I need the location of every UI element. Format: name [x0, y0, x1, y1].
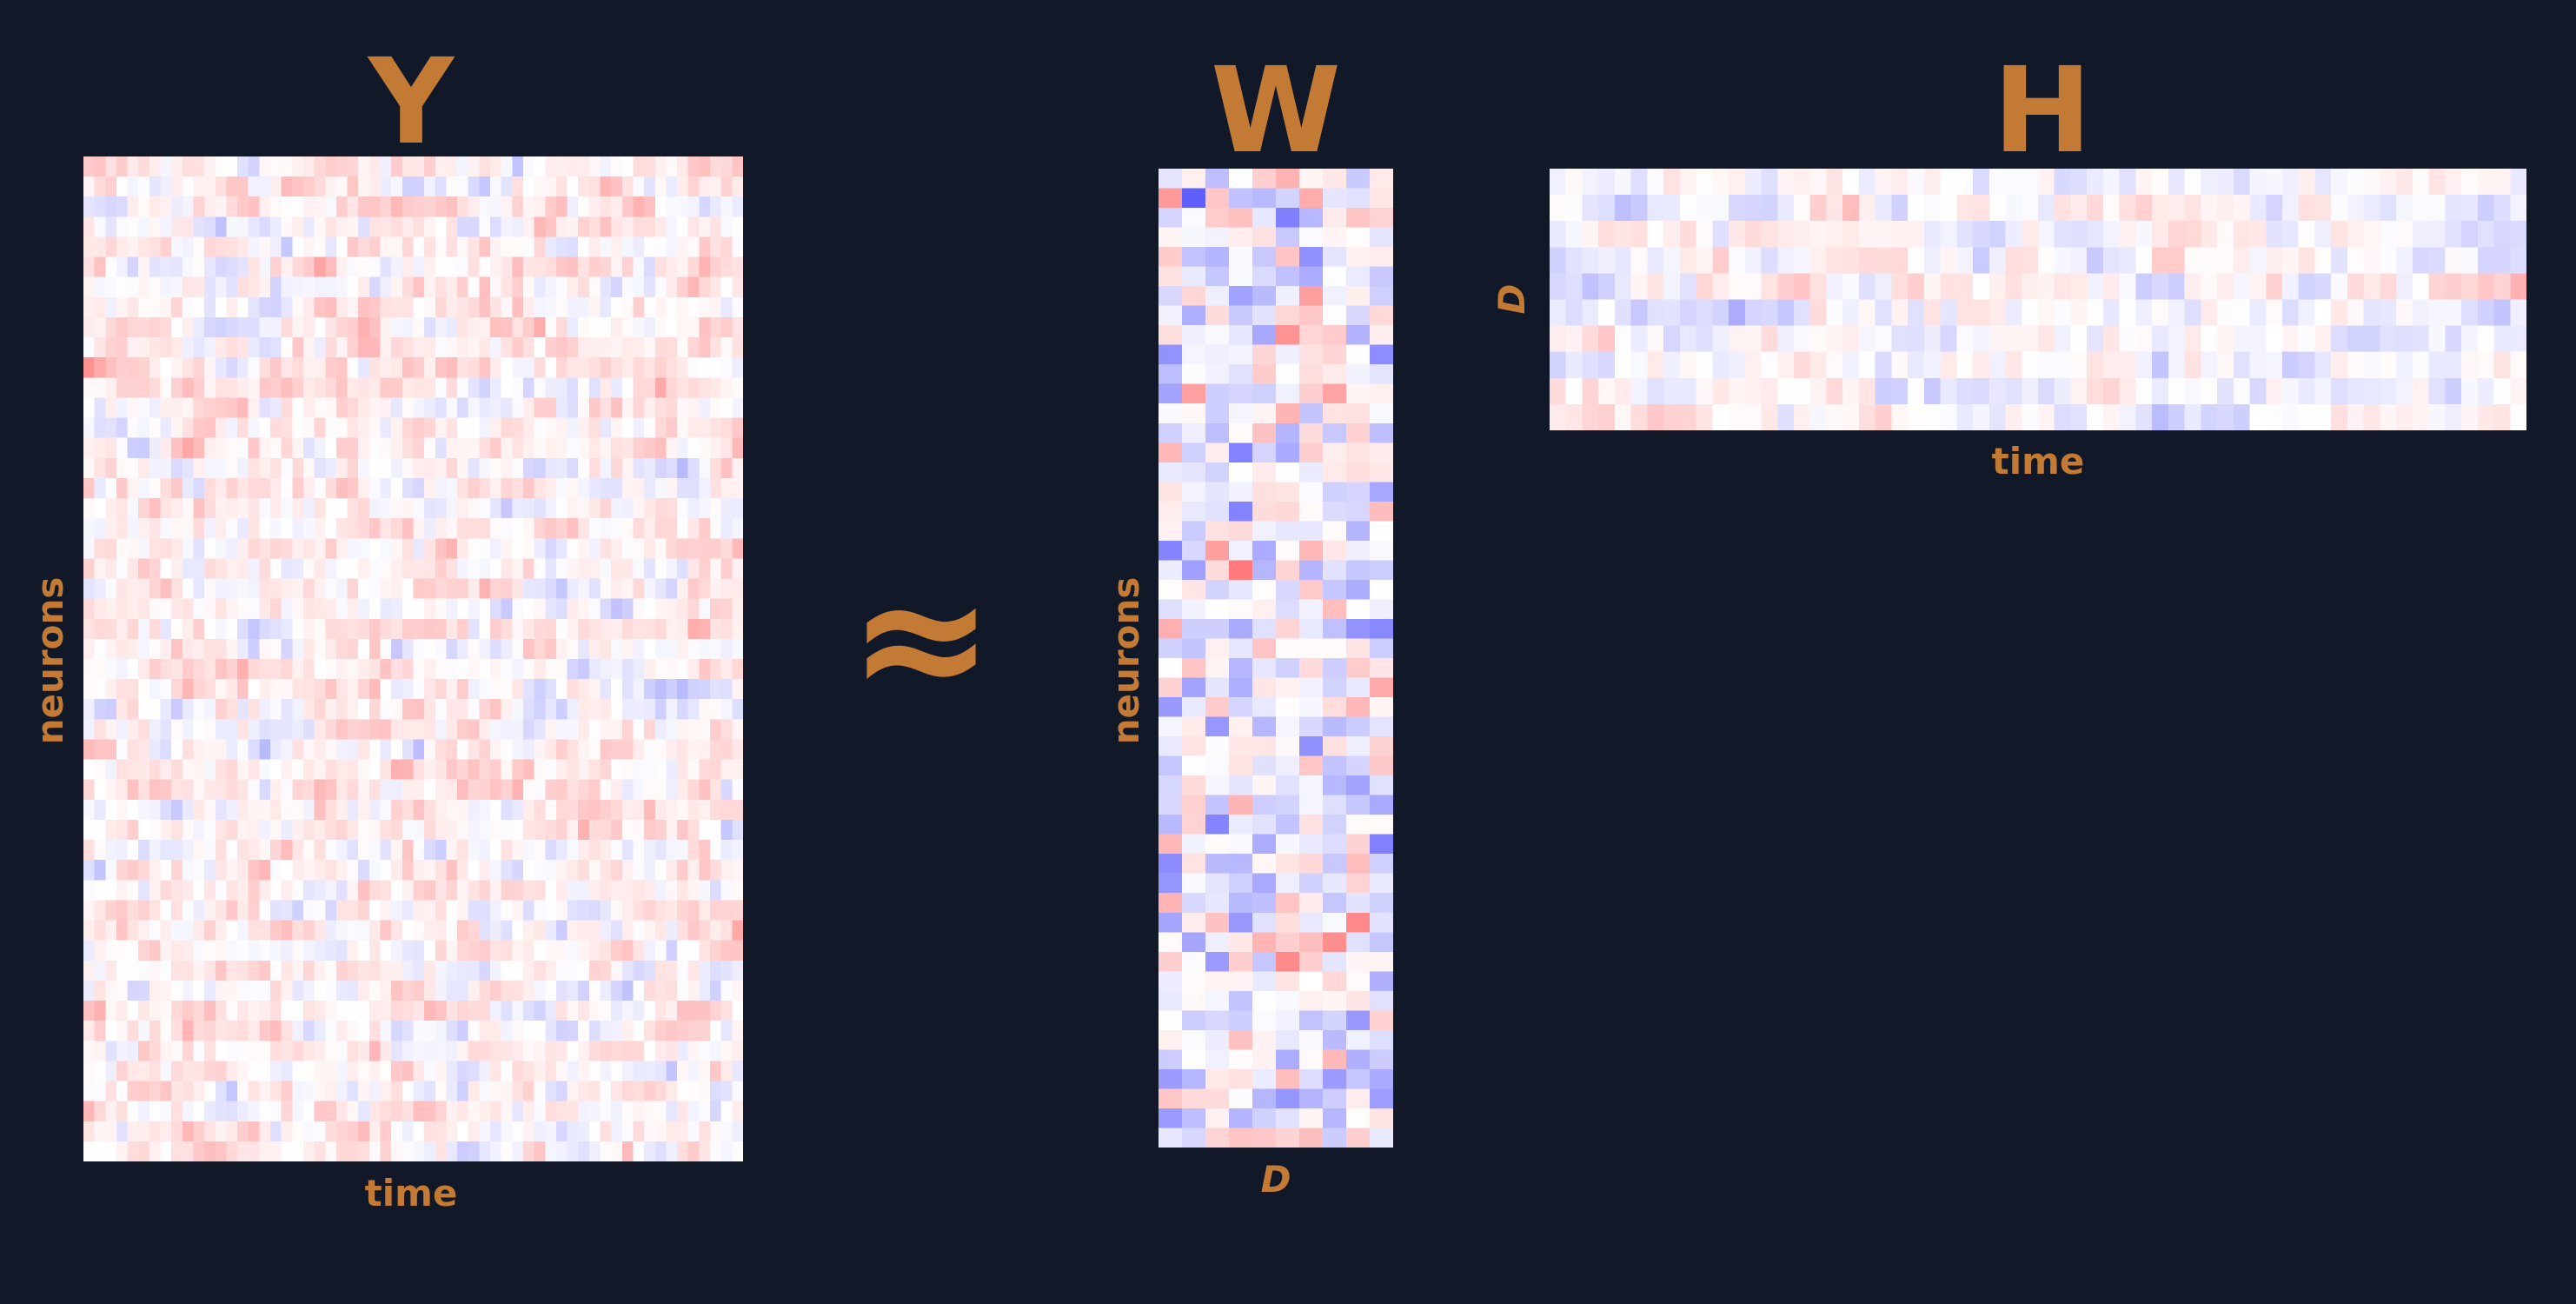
matrix-y-heatmap	[83, 156, 743, 1161]
approx-symbol: ≈	[848, 537, 994, 740]
matrix-y-title: Y	[368, 34, 455, 171]
matrix-w-title: W	[1210, 43, 1342, 180]
matrix-w-xlabel: D	[1260, 1158, 1291, 1201]
matrix-w-ylabel: neurons	[1105, 576, 1147, 745]
matrix-y-xlabel: time	[364, 1172, 458, 1214]
matrix-h-xlabel: time	[1991, 440, 2085, 482]
matrix-h-title: H	[1993, 43, 2092, 180]
matrix-h-ylabel: D	[1490, 283, 1533, 315]
matrix-w-heatmap	[1159, 169, 1393, 1148]
matrix-h-heatmap	[1550, 169, 2526, 430]
matrix-y-ylabel: neurons	[29, 576, 71, 745]
